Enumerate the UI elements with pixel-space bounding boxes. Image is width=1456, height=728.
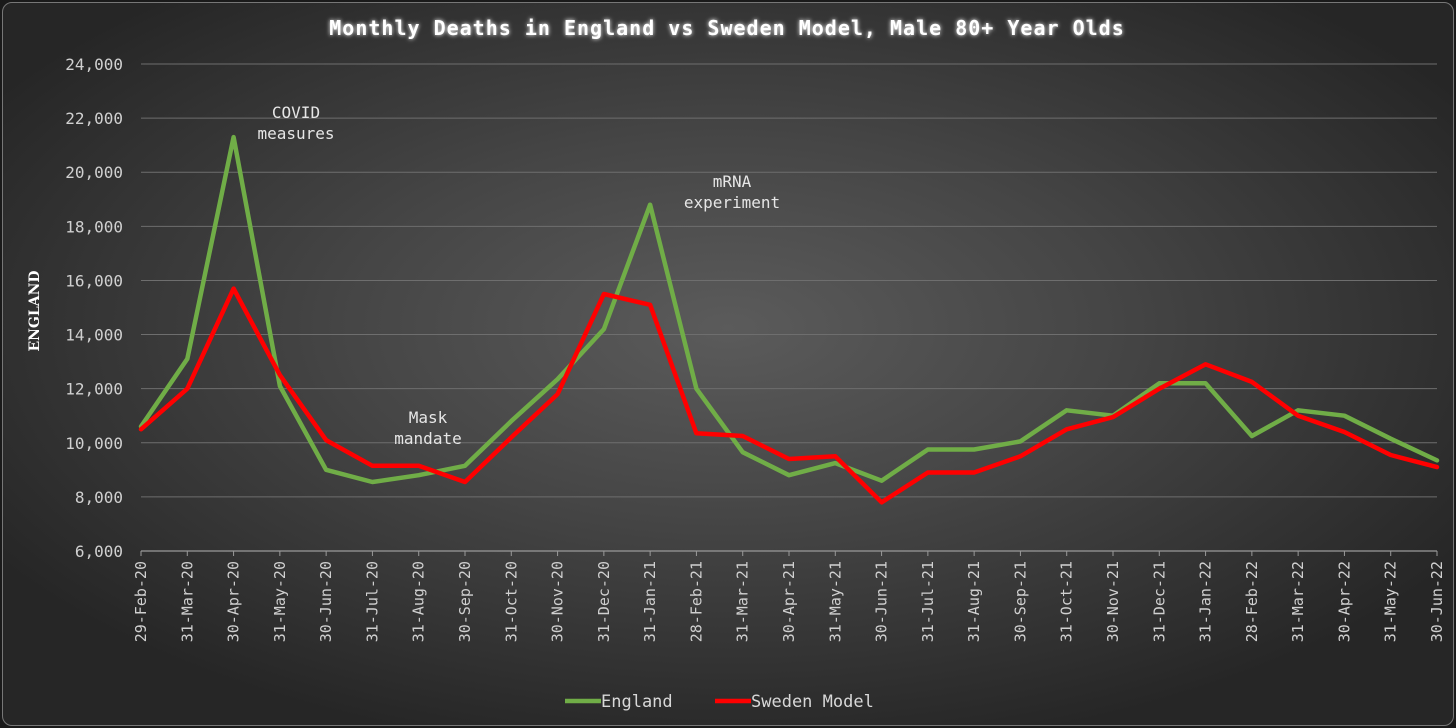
annotation-mask: mandate	[394, 429, 461, 448]
y-tick-label: 8,000	[75, 488, 123, 507]
x-tick-label: 30-Jun-21	[873, 561, 891, 642]
gridlines	[141, 63, 1437, 552]
legend-label: Sweden Model	[751, 692, 874, 712]
x-tick-label: 31-Dec-21	[1150, 561, 1168, 642]
y-tick-label: 16,000	[65, 271, 123, 290]
x-tick-label: 30-Nov-21	[1104, 561, 1122, 642]
x-tick-label: 31-May-21	[826, 561, 844, 642]
x-tick-label: 31-Aug-21	[965, 561, 983, 642]
x-tick-label: 31-May-20	[271, 561, 289, 642]
x-tick-label: 30-Sep-20	[456, 561, 474, 642]
y-axis-ticks: 6,000 8,000 10,000 12,000 14,000 16,000 18,000…	[65, 55, 123, 561]
x-tick-label: 30-Apr-21	[780, 561, 798, 642]
chart-canvas: Monthly Deaths in England vs Sweden Mode…	[27, 16, 1446, 712]
x-tick-label: 31-Jul-20	[363, 561, 381, 642]
x-tick-label: 31-Aug-20	[410, 561, 428, 642]
x-tick-label: 30-Apr-20	[225, 561, 243, 642]
x-tick-label: 31-Mar-20	[178, 561, 196, 642]
x-tick-label: 31-Mar-21	[734, 561, 752, 642]
x-tick-label: 31-Jan-21	[641, 561, 659, 642]
series-line-sweden-model	[138, 286, 1440, 505]
y-tick-label: 24,000	[65, 55, 123, 74]
x-tick-label: 31-Jul-21	[919, 561, 937, 642]
series-line-england	[138, 134, 1440, 485]
x-tick-label: 30-Jun-20	[317, 561, 335, 642]
y-tick-label: 14,000	[65, 326, 123, 345]
x-tick-label: 29-Feb-20	[132, 561, 150, 642]
x-tick-label: 31-Oct-20	[502, 561, 520, 642]
annotation-mrna: mRNA	[713, 172, 752, 191]
x-tick-label: 31-May-22	[1382, 561, 1400, 642]
x-tick-label: 30-Apr-22	[1335, 561, 1353, 642]
x-tick-label: 30-Jun-22	[1428, 561, 1446, 642]
x-tick-label: 31-Jan-22	[1197, 561, 1215, 642]
annotation-mask: Mask	[409, 408, 448, 427]
y-tick-label: 22,000	[65, 109, 123, 128]
x-tick-label: 31-Oct-21	[1058, 561, 1076, 642]
x-tick-label: 30-Nov-20	[549, 561, 567, 642]
y-tick-label: 18,000	[65, 217, 123, 236]
y-tick-label: 10,000	[65, 434, 123, 453]
annotations: COVID measures Mask mandate mRNA experiment	[257, 103, 780, 448]
x-axis-ticks: 29-Feb-20 31-Mar-20 30-Apr-20 31-May-20 30-J…	[132, 551, 1446, 642]
x-tick-label: 31-Mar-22	[1289, 561, 1307, 642]
series-lines	[138, 134, 1440, 505]
chart-title: Monthly Deaths in England vs Sweden Mode…	[329, 16, 1125, 40]
x-tick-label: 28-Feb-21	[687, 561, 705, 642]
legend: England Sweden Model	[565, 692, 874, 712]
y-tick-label: 20,000	[65, 163, 123, 182]
y-tick-label: 12,000	[65, 380, 123, 399]
legend-label: England	[601, 692, 673, 712]
annotation-covid: measures	[257, 124, 334, 143]
y-axis-label: ENGLAND	[27, 270, 43, 351]
y-tick-label: 6,000	[75, 542, 123, 561]
x-tick-label: 31-Dec-20	[595, 561, 613, 642]
x-tick-label: 28-Feb-22	[1243, 561, 1261, 642]
annotation-covid: COVID	[272, 103, 320, 122]
x-tick-label: 30-Sep-21	[1011, 561, 1029, 642]
annotation-mrna: experiment	[684, 193, 780, 212]
